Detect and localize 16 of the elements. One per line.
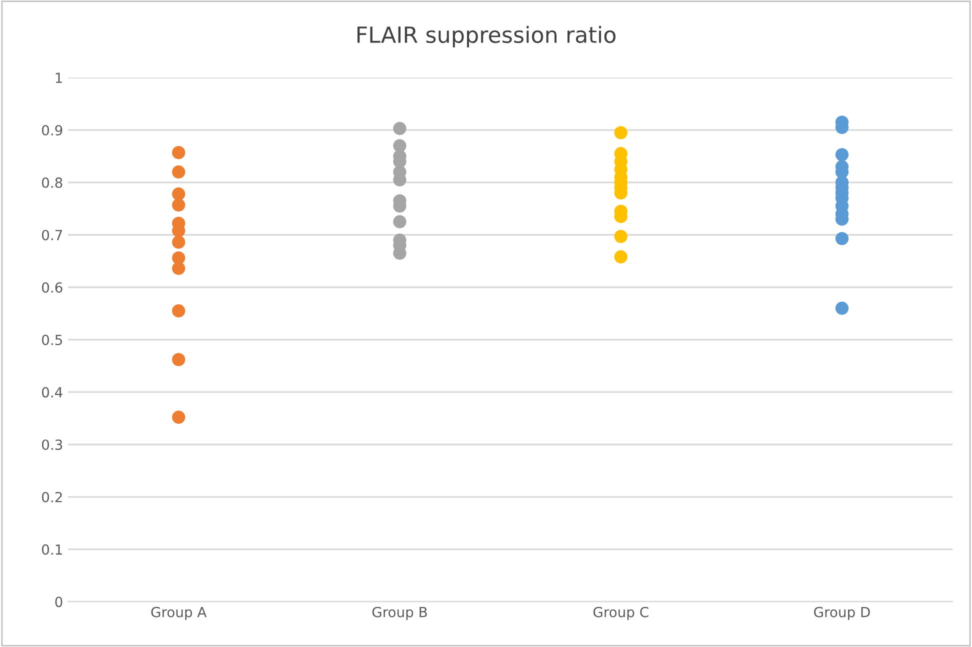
y-tick-label: 0.2 <box>42 492 62 502</box>
x-tick-label: Group A <box>151 606 207 620</box>
chart-title: FLAIR suppression ratio <box>357 26 616 48</box>
y-tick-label: 0.1 <box>42 544 62 555</box>
x-tick-label: Group B <box>372 606 427 620</box>
y-tick-label: 0.6 <box>42 282 62 293</box>
y-tick-label: 0.3 <box>42 439 62 450</box>
y-tick-label: 0.8 <box>42 177 62 188</box>
y-tick-label: 0 <box>55 596 62 608</box>
y-tick-label: 0.4 <box>42 387 62 398</box>
x-tick-label: Group C <box>593 606 648 620</box>
y-tick-label: 1 <box>56 72 62 83</box>
y-tick-label: 0.5 <box>42 334 62 346</box>
x-tick-label: Group D <box>814 606 870 620</box>
y-tick-label: 0.7 <box>42 230 62 240</box>
y-tick-label: 0.9 <box>42 125 62 136</box>
